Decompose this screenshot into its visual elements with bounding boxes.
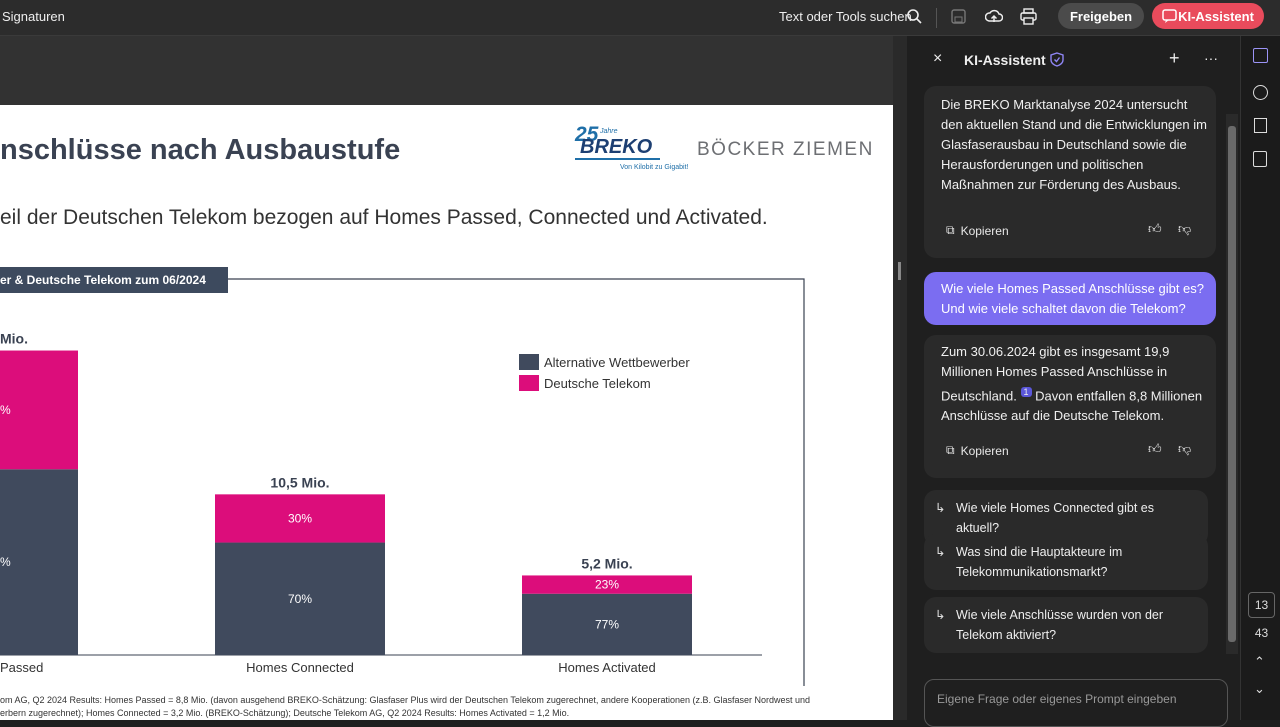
new-chat-button[interactable]: +	[1169, 48, 1180, 68]
chart-label: er & Deutsche Telekom zum 06/2024	[0, 273, 206, 287]
tab-label[interactable]: Signaturen	[2, 9, 65, 24]
legend-swatch	[519, 354, 539, 370]
total-label: 5,2 Mio.	[581, 555, 632, 571]
thumbs-up[interactable]: 👍︎	[1148, 441, 1162, 456]
logo-years: 25	[574, 123, 599, 146]
segment-label: 30%	[288, 511, 312, 525]
upload-icon[interactable]	[985, 8, 1003, 25]
copy-icon: ⧉	[946, 223, 955, 237]
user-text: Wie viele Homes Passed Anschlüsse gibt e…	[941, 281, 1205, 316]
x-tick-label: Homes Activated	[558, 660, 656, 675]
bar-segment	[522, 575, 692, 594]
segment-label: %	[0, 403, 11, 417]
segment-label: 77%	[595, 617, 619, 631]
ai-icon	[1162, 9, 1177, 23]
bar-segment	[522, 593, 692, 655]
thumbs-down[interactable]: 👎︎	[1178, 221, 1192, 236]
scroll-thumb[interactable]	[1228, 126, 1236, 642]
x-tick-label: Passed	[0, 660, 43, 675]
copy-icon: ⧉	[946, 443, 955, 457]
doc-subtitle: eil der Deutschen Telekom bezogen auf Ho…	[0, 206, 768, 229]
segment-label: 23%	[595, 578, 619, 592]
total-label: 10,5 Mio.	[270, 474, 329, 490]
copy-label: Kopieren	[960, 443, 1009, 458]
legend-label: Deutsche Telekom	[544, 376, 651, 391]
scroll-handle[interactable]	[898, 262, 901, 280]
tool-icon[interactable]	[1253, 48, 1268, 63]
x-tick-label: Homes Connected	[246, 660, 354, 675]
user-message: Wie viele Homes Passed Anschlüsse gibt e…	[924, 272, 1216, 325]
ai-button-label: KI-Assistent	[1178, 8, 1254, 24]
thumbs-down[interactable]: 👎︎	[1178, 441, 1192, 456]
total-label: Mio.	[0, 331, 28, 347]
suggestion[interactable]: Was sind die Hauptakteure im Telekommuni…	[924, 534, 1208, 590]
document-page: nschlüsse nach Ausbaustufe eil der Deuts…	[0, 105, 893, 720]
tool-icon[interactable]	[1253, 85, 1268, 100]
page-down[interactable]: ⌄	[1254, 681, 1265, 696]
segment-label: %	[0, 555, 11, 569]
document-canvas: nschlüsse nach Ausbaustufe eil der Deuts…	[0, 123, 874, 718]
copy-button[interactable]: ⧉ Kopieren	[946, 443, 1009, 458]
copy-label: Kopieren	[960, 223, 1009, 238]
divider	[936, 8, 937, 28]
bar-segment	[215, 494, 385, 543]
logo-jahre: Jahre	[599, 128, 618, 135]
bar-segment	[215, 542, 385, 655]
copy-button[interactable]: ⧉ Kopieren	[946, 223, 1009, 238]
share-button[interactable]: Freigeben	[1058, 3, 1144, 29]
assistant-panel: × KI-Assistent + ··· Die BREKO Marktanal…	[907, 36, 1240, 727]
answer-text: Zum 30.06.2024 gibt es insgesamt 19,9 Mi…	[941, 342, 1211, 426]
toolbar: Signaturen Text oder Tools suchen Freige…	[0, 0, 1280, 36]
search-icon[interactable]	[906, 8, 922, 24]
viewer-scrollbar[interactable]	[893, 36, 907, 720]
assistant-message: Die BREKO Marktanalyse 2024 untersucht d…	[924, 86, 1216, 258]
footnote: erbern zugerechnet); Homes Connected = 3…	[0, 708, 569, 718]
page-up[interactable]: ⌃	[1254, 654, 1265, 669]
verified-icon	[1050, 52, 1064, 67]
ai-button[interactable]: KI-Assistent	[1152, 3, 1264, 29]
chart-frame	[0, 278, 805, 686]
logo-breko: BREKO	[580, 136, 653, 158]
page-total: 43	[1254, 626, 1269, 640]
tool-icon[interactable]	[1254, 118, 1267, 133]
more-button[interactable]: ···	[1204, 50, 1218, 66]
assistant-message: Zum 30.06.2024 gibt es insgesamt 19,9 Mi…	[924, 335, 1216, 478]
footnote: om AG, Q2 2024 Results: Homes Passed = 8…	[0, 695, 810, 705]
doc-title: nschlüsse nach Ausbaustufe	[0, 134, 400, 166]
chart-label-box	[0, 267, 228, 293]
search-label[interactable]: Text oder Tools suchen	[779, 9, 912, 24]
segment-label: 70%	[288, 592, 312, 606]
print-icon[interactable]	[1020, 8, 1037, 25]
logo-partner: BÖCKER ZIEMEN	[697, 139, 874, 160]
document-viewer: nschlüsse nach Ausbaustufe eil der Deuts…	[0, 36, 893, 720]
close-button[interactable]: ×	[933, 50, 943, 67]
page-current[interactable]: 13	[1248, 592, 1275, 618]
side-toolbar: 13 43 ⌃ ⌄	[1240, 36, 1280, 720]
legend-swatch	[519, 375, 539, 391]
save-icon[interactable]	[951, 9, 966, 24]
panel-scrollbar[interactable]	[1226, 114, 1238, 654]
tool-icon[interactable]	[1253, 151, 1267, 167]
bar-segment	[0, 350, 78, 470]
thumbs-up[interactable]: 👍︎	[1148, 221, 1162, 236]
message-text: Die BREKO Marktanalyse 2024 untersucht d…	[941, 97, 1207, 192]
source-ref[interactable]: 1	[1020, 387, 1032, 397]
panel-title: KI-Assistent	[964, 52, 1046, 68]
answer-part: Zum 30.06.2024 gibt es insgesamt 19,9 Mi…	[941, 344, 1170, 404]
logo-slogan: Von Kilobit zu Gigabit!	[620, 164, 689, 171]
answer-part: Davon entfallen 8,8 Millionen Anschlüsse…	[941, 388, 1203, 424]
legend-label: Alternative Wettbewerber	[544, 355, 690, 370]
suggestion[interactable]: Wie viele Anschlüsse wurden von der Tele…	[924, 597, 1208, 653]
bar-segment	[0, 469, 78, 655]
